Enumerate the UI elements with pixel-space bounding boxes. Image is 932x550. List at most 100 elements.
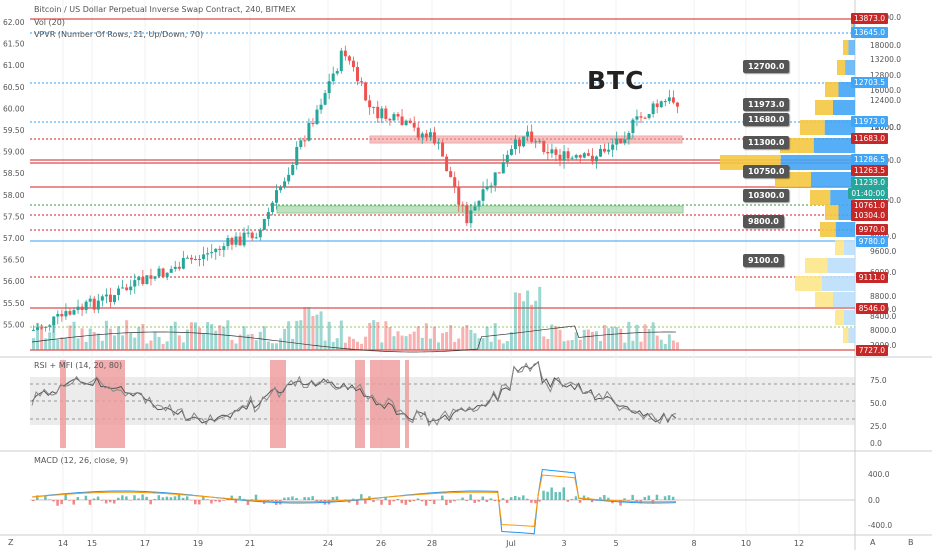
volume-bar	[469, 329, 473, 350]
candle-body	[607, 149, 611, 152]
note-10300[interactable]: 10300.0	[743, 189, 790, 202]
volume-bar	[675, 342, 679, 350]
candle-body	[254, 237, 258, 239]
log-scale-button[interactable]: B	[908, 538, 914, 547]
macd-histogram-bar	[526, 498, 529, 500]
volume-bar	[388, 327, 392, 350]
vol-legend[interactable]: Vol (20)	[34, 18, 65, 27]
macd-histogram-bar	[246, 500, 250, 505]
volume-bar	[542, 336, 546, 350]
btc-annotation[interactable]: BTC	[587, 66, 645, 95]
candle-body	[400, 116, 404, 126]
macd-histogram-bar	[291, 496, 294, 500]
candle-body	[68, 311, 72, 315]
volume-bar	[52, 320, 56, 350]
macd-histogram-bar	[125, 496, 128, 500]
price-axis-label: 8800.0	[870, 292, 896, 301]
candle-body	[246, 232, 250, 234]
candle-body	[108, 294, 112, 303]
rsi-axis-label: 75.0	[870, 376, 887, 385]
macd-histogram-bar	[485, 500, 489, 503]
macd-histogram-bar	[250, 499, 254, 500]
macd-histogram-bar	[133, 495, 136, 500]
vpvr-bar-up	[843, 40, 849, 55]
volume-bar	[295, 320, 299, 350]
volume-bar	[173, 321, 177, 350]
macd-histogram-bar	[453, 500, 456, 502]
macd-histogram-bar	[469, 494, 472, 500]
candle-body	[574, 155, 578, 158]
macd-histogram-bar	[141, 494, 144, 500]
price-axis-label: 12000.0	[870, 123, 901, 132]
macd-histogram-bar	[185, 496, 189, 500]
macd-histogram-bar	[380, 500, 383, 505]
candle-body	[376, 106, 380, 119]
time-label: 8	[691, 539, 696, 548]
volume-bar	[331, 341, 335, 350]
candle-body	[611, 144, 615, 150]
candle-body	[145, 275, 149, 285]
macd-histogram-bar	[623, 498, 626, 500]
inner-axis-label: 59.50	[3, 126, 25, 135]
candle-body	[351, 60, 355, 68]
candle-body	[270, 202, 274, 213]
macd-histogram-bar	[424, 500, 428, 506]
volume-bar	[643, 324, 647, 350]
volume-bar	[603, 325, 607, 350]
note-11300[interactable]: 11300.0	[743, 136, 790, 149]
volume-bar	[275, 343, 278, 350]
time-label: 21	[245, 539, 255, 548]
macd-histogram-bar	[376, 499, 379, 500]
volume-bar	[400, 335, 404, 350]
price-axis-label: 8400.0	[870, 312, 896, 321]
macd-histogram-bar	[509, 497, 513, 500]
volume-bar	[432, 326, 436, 350]
note-10750[interactable]: 10750.0	[743, 165, 790, 178]
volume-bar	[566, 340, 570, 350]
volume-bar	[647, 329, 651, 350]
note-12700[interactable]: 12700.0	[743, 60, 790, 73]
macd-legend[interactable]: MACD (12, 26, close, 9)	[34, 456, 129, 465]
note-11680[interactable]: 11680.0	[743, 113, 790, 126]
macd-histogram-bar	[113, 500, 116, 504]
volume-bar	[574, 332, 578, 350]
macd-histogram-bar	[667, 495, 671, 500]
macd-histogram-bar	[360, 494, 363, 500]
candle-body	[347, 56, 351, 61]
volume-bar	[230, 339, 234, 350]
macd-histogram-bar	[655, 494, 659, 500]
macd-histogram-bar	[489, 498, 493, 500]
volume-bar	[254, 340, 258, 350]
macd-histogram-bar	[202, 496, 205, 500]
macd-histogram-bar	[108, 500, 112, 503]
candle-body	[327, 81, 331, 94]
volume-bar	[497, 339, 501, 350]
volume-bar	[461, 327, 465, 350]
candle-body	[534, 141, 538, 143]
timezone-button[interactable]: Z	[8, 538, 14, 547]
candle-body	[481, 189, 485, 201]
auto-scale-button[interactable]: A	[870, 538, 876, 547]
price-tag: 11286.5	[850, 154, 888, 165]
candle-body	[153, 276, 157, 279]
candle-body	[392, 114, 396, 121]
vpvr-bar-up	[805, 258, 828, 273]
macd-axis-label: 0.0	[868, 496, 880, 505]
note-9800[interactable]: 9800.0	[743, 215, 784, 228]
volume-bar	[246, 334, 250, 350]
vpvr-legend[interactable]: VPVR (Number Of Rows, 21, Up/Down, 70)	[34, 30, 204, 39]
volume-bar	[493, 323, 497, 350]
candle-body	[364, 82, 368, 101]
time-label: 17	[140, 539, 150, 548]
candle-body	[262, 218, 266, 230]
note-9100[interactable]: 9100.0	[743, 254, 784, 267]
vpvr-bar-down	[833, 292, 855, 307]
volume-bar	[165, 341, 169, 350]
note-11973[interactable]: 11973.0	[743, 98, 790, 111]
volume-bar	[534, 300, 538, 350]
macd-histogram-bar	[72, 500, 75, 505]
candle-body	[80, 306, 84, 311]
candle-body	[667, 97, 671, 102]
rsi-legend[interactable]: RSI + MFI (14, 20, 80)	[34, 361, 123, 370]
